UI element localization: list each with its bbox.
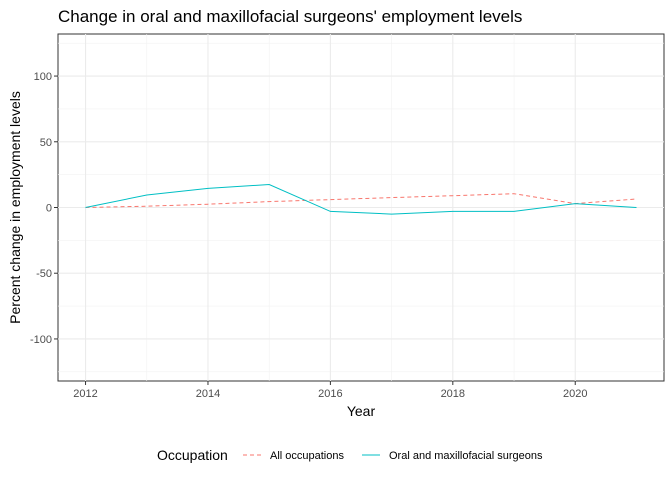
chart-title: Change in oral and maxillofacial surgeon…	[58, 7, 522, 26]
y-tick-label: -50	[36, 268, 52, 280]
y-tick-label: 0	[46, 203, 52, 215]
y-axis-title: Percent change in employment levels	[7, 91, 23, 324]
legend-label-all-occupations: All occupations	[270, 450, 344, 462]
x-tick-label: 2014	[196, 388, 220, 400]
y-tick-label: 50	[40, 137, 52, 149]
series-line-0	[85, 193, 637, 208]
legend: Occupation All occupations Oral and maxi…	[157, 447, 543, 463]
y-axis-ticks: -100 -50 0 50 100	[30, 71, 58, 346]
x-tick-label: 2012	[73, 388, 97, 400]
grid-lines	[58, 34, 664, 381]
x-tick-label: 2018	[441, 388, 465, 400]
x-axis-ticks: 2012 2014 2016 2018 2020	[73, 381, 587, 400]
legend-label-oral-surgeons: Oral and maxillofacial surgeons	[389, 450, 543, 462]
x-axis-title: Year	[347, 403, 376, 419]
y-tick-label: 100	[34, 71, 52, 83]
x-tick-label: 2020	[563, 388, 587, 400]
legend-title: Occupation	[157, 447, 228, 463]
series-lines	[85, 183, 637, 215]
y-tick-label: -100	[30, 334, 52, 346]
series-line-1	[85, 183, 637, 215]
x-tick-label: 2016	[318, 388, 342, 400]
